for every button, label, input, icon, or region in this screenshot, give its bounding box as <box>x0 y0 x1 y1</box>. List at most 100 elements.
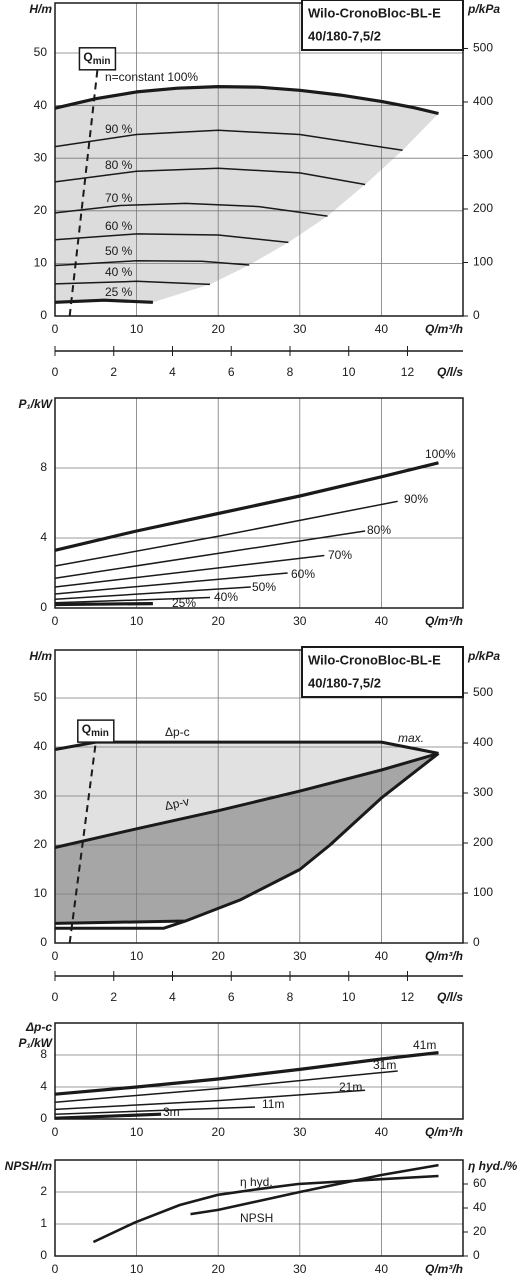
chart-title: Wilo-CronoBloc-BL-E <box>308 652 441 667</box>
y2-tick-label: 100 <box>473 885 493 899</box>
curve <box>54 602 153 607</box>
plot-frame <box>54 1022 464 1120</box>
curve-label: 11m <box>262 1097 284 1111</box>
x2-tick-label: 4 <box>169 990 176 1004</box>
x2-tick-label: 6 <box>228 365 235 379</box>
curve <box>54 85 439 116</box>
curve-label: 31m <box>373 1058 396 1072</box>
x-axis-label: Q/m³/h <box>425 1125 463 1139</box>
y2-tick-label: 20 <box>473 1224 487 1238</box>
y-tick-label: 20 <box>34 203 48 217</box>
x2-tick-label: 0 <box>52 365 59 379</box>
x-tick-label: 30 <box>293 1125 307 1139</box>
x-tick-label: 30 <box>293 1262 307 1276</box>
x-axis-label: Q/m³/h <box>425 322 463 336</box>
curve <box>54 233 289 244</box>
y2-tick-label: 60 <box>473 1176 487 1190</box>
y-tick-label: 40 <box>34 739 48 753</box>
curve <box>54 1089 366 1111</box>
x-axis-label: Q/m³/h <box>425 1262 463 1276</box>
qmin-q: Q <box>82 722 91 736</box>
curve <box>190 1163 439 1216</box>
x2-tick-label: 10 <box>342 990 356 1004</box>
curve-label: 50 % <box>105 244 133 258</box>
plot-frame <box>54 1159 464 1257</box>
curve <box>54 1051 439 1096</box>
y-axis-label: NPSH/m <box>5 1159 53 1173</box>
curve <box>54 1106 255 1115</box>
y-tick-label: 50 <box>34 690 48 704</box>
curve-label: 80% <box>367 523 391 537</box>
y2-axis-label: p/kPa <box>467 2 500 16</box>
curve <box>54 740 439 755</box>
x-tick-label: 20 <box>212 1125 226 1139</box>
y2-tick-label: 0 <box>473 308 480 322</box>
y-tick-label: 10 <box>34 886 48 900</box>
qmin-label: Qmin <box>82 722 109 738</box>
qmin-box <box>78 47 117 71</box>
x-tick-label: 30 <box>293 614 307 628</box>
x2-tick-label: 12 <box>401 365 415 379</box>
plot-frame <box>54 397 464 609</box>
y-tick-label: 20 <box>34 837 48 851</box>
qmin-sub: min <box>93 55 111 66</box>
x-tick-label: 10 <box>130 949 144 963</box>
title-box <box>301 0 464 51</box>
y2-tick-label: 200 <box>473 201 493 215</box>
x-tick-label: 30 <box>293 949 307 963</box>
chart-title: Wilo-CronoBloc-BL-E <box>308 5 441 20</box>
y-tick-label: 4 <box>40 530 47 544</box>
x-tick-label: 0 <box>52 1262 59 1276</box>
curve-label: 100% <box>425 447 456 461</box>
curve-label: 40% <box>214 590 238 604</box>
curve-label: NPSH <box>240 1211 273 1225</box>
curve <box>54 1112 162 1120</box>
y2-tick-label: 300 <box>473 785 493 799</box>
x-axis-label: Q/m³/h <box>425 949 463 963</box>
curve <box>55 919 187 930</box>
curve <box>54 461 439 552</box>
x2-tick-label: 12 <box>401 990 415 1004</box>
y2-axis-label: η hyd./% <box>468 1159 518 1173</box>
curve-label: 25% <box>172 596 196 610</box>
curve-label: 3m <box>163 1105 180 1119</box>
curve <box>54 167 366 186</box>
x2-tick-label: 4 <box>169 365 176 379</box>
x-tick-label: 0 <box>52 949 59 963</box>
curve-label: n=constant 100% <box>105 70 198 84</box>
curve-label: Δp-v <box>163 794 190 813</box>
y2-tick-label: 500 <box>473 685 493 699</box>
x2-axis-label: Q/l/s <box>437 365 463 379</box>
y2-tick-label: 0 <box>473 1248 480 1262</box>
x-tick-label: 0 <box>52 1125 59 1139</box>
y2-tick-label: 200 <box>473 835 493 849</box>
y-tick-label: 8 <box>40 1047 47 1061</box>
y-tick-label: 0 <box>40 935 47 949</box>
x-tick-label: 0 <box>52 614 59 628</box>
x2-tick-label: 8 <box>287 990 294 1004</box>
curve <box>54 1070 398 1103</box>
curve-label: 50% <box>252 580 276 594</box>
x-tick-label: 20 <box>212 949 226 963</box>
curve <box>92 1174 439 1244</box>
curve-label: 25 % <box>105 285 133 299</box>
x-tick-label: 30 <box>293 322 307 336</box>
x-axis-label: Q/m³/h <box>425 614 463 628</box>
curve <box>54 554 325 588</box>
y2-tick-label: 300 <box>473 148 493 162</box>
x-tick-label: 40 <box>375 322 389 336</box>
x2-axis-label: Q/l/s <box>437 990 463 1004</box>
y2-tick-label: 500 <box>473 41 493 55</box>
y-axis-label: H/m <box>29 649 52 663</box>
y-tick-label: 30 <box>34 788 48 802</box>
x-tick-label: 20 <box>212 322 226 336</box>
y-tick-label: 2 <box>40 1184 47 1198</box>
range-upper <box>55 742 439 848</box>
y-axis-label: Δp-c <box>25 1020 52 1034</box>
curve-label: 90% <box>404 492 428 506</box>
x-tick-label: 40 <box>375 614 389 628</box>
x2-tick-label: 6 <box>228 990 235 1004</box>
y-tick-label: 0 <box>40 1111 47 1125</box>
y-axis-label: P₁/kW <box>18 1036 53 1050</box>
